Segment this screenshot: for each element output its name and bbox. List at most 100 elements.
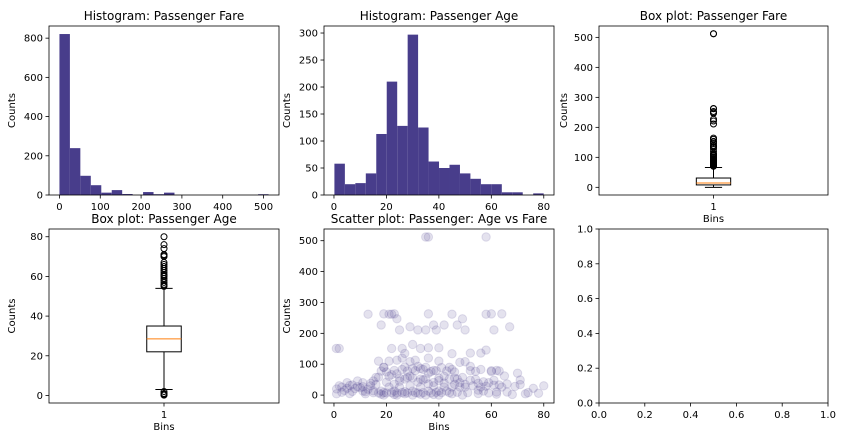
- x-tick-label: 0.6: [728, 410, 744, 421]
- scatter-point: [418, 364, 428, 375]
- scatter-point: [439, 320, 449, 330]
- scatter-point: [457, 390, 468, 400]
- y-tick-label: 500: [574, 33, 593, 44]
- scatter-point: [392, 314, 402, 324]
- scatter-point: [413, 325, 423, 335]
- scatter-point: [423, 343, 434, 353]
- panel-empty-axes: 0.0 0.2 0.4 0.6 0.8 1.0 0.0 0.2 0.4 0.6 0.8 1.0: [577, 225, 836, 422]
- scatter-point: [392, 390, 402, 400]
- scatter-point: [452, 374, 462, 384]
- scatter-point: [423, 368, 434, 378]
- scatter-point: [481, 232, 491, 242]
- scatter-point: [365, 381, 376, 391]
- scatter-point: [384, 371, 394, 381]
- histogram-bar: [512, 192, 523, 195]
- chart-title: Box plot: Passenger Fare: [640, 9, 787, 23]
- scatter-point: [415, 374, 426, 384]
- scatter-point: [423, 309, 434, 319]
- scatter-point: [392, 369, 402, 379]
- scatter-point: [405, 381, 415, 391]
- x-tick-label: 300: [172, 202, 191, 213]
- histogram-bar: [143, 192, 154, 195]
- scatter-point: [360, 389, 371, 399]
- scatter-point: [491, 389, 502, 399]
- scatter-point: [486, 366, 497, 377]
- scatter-point: [423, 232, 434, 242]
- y-tick-label: 40: [30, 312, 43, 323]
- scatter-point: [358, 386, 368, 396]
- scatter-point: [442, 386, 452, 396]
- outlier-point: [160, 241, 168, 249]
- x-tick-label: 0: [331, 410, 337, 421]
- scatter-point: [402, 388, 413, 398]
- y-tick-label: 400: [574, 63, 593, 74]
- y-tick-label: 60: [30, 272, 43, 283]
- chart-title: Box plot: Passenger Age: [91, 212, 236, 226]
- x-tick-label: 0.0: [591, 410, 607, 421]
- scatter-point: [363, 309, 373, 319]
- scatter-point: [510, 381, 520, 392]
- outlier-point: [160, 262, 168, 270]
- histogram-bar: [418, 127, 429, 195]
- y-axis-label: Counts: [7, 93, 18, 128]
- scatter-point: [428, 381, 439, 391]
- scatter-point: [439, 378, 449, 388]
- scatter-point: [410, 387, 420, 398]
- scatter-point: [347, 380, 358, 390]
- outlier-point: [160, 245, 168, 253]
- scatter-point: [376, 320, 386, 330]
- scatter-point: [434, 386, 444, 396]
- scatter-point: [376, 389, 386, 399]
- y-axis-label: Counts: [7, 299, 18, 334]
- scatter-point: [497, 382, 507, 392]
- scatter-point: [439, 371, 449, 381]
- histogram-bar: [397, 125, 408, 195]
- histogram-bar: [111, 190, 123, 195]
- outlier-point: [710, 104, 717, 112]
- y-tick-label: 80: [30, 232, 43, 243]
- scatter-point: [486, 309, 497, 319]
- y-tick-label: 0.4: [577, 329, 593, 340]
- scatter-point: [368, 387, 379, 398]
- y-tick-label: 300: [299, 298, 318, 309]
- axes-frame: [48, 25, 280, 196]
- scatter-point: [439, 382, 449, 392]
- scatter-point: [389, 389, 399, 400]
- scatter-point: [502, 387, 512, 397]
- histogram-bar: [344, 184, 356, 195]
- scatter-point: [489, 325, 499, 335]
- scatter-point: [426, 388, 436, 398]
- scatter-point: [421, 362, 431, 373]
- y-tick-label: 0.0: [577, 399, 593, 410]
- panel-box-age: 0 20 40 60 80 1 Box plot: Passenger Age Bins Cou…: [7, 212, 280, 433]
- scatter-point: [345, 388, 355, 399]
- x-tick-label: 500: [254, 202, 273, 213]
- scatter-point: [415, 389, 426, 399]
- x-tick-label: 80: [537, 202, 550, 213]
- scatter-point: [457, 372, 468, 383]
- scatter-point: [407, 390, 418, 400]
- x-tick-label: 400: [213, 202, 232, 213]
- scatter-point: [347, 386, 358, 397]
- scatter-point: [415, 382, 426, 392]
- histogram-bar: [334, 163, 345, 195]
- scatter-point: [413, 377, 423, 387]
- scatter-point: [465, 361, 476, 372]
- y-tick-label: 0.6: [577, 294, 593, 305]
- scatter-point: [504, 322, 515, 332]
- y-axis-label: Counts: [282, 299, 293, 334]
- histogram-bar: [439, 168, 450, 195]
- x-axis-label: Bins: [153, 422, 174, 433]
- histogram-bar: [101, 192, 112, 195]
- y-tick-label: 300: [299, 29, 318, 40]
- y-tick-label: 0.8: [577, 259, 593, 270]
- scatter-point: [423, 353, 434, 363]
- histogram-bar: [533, 193, 544, 195]
- scatter-point: [449, 379, 460, 389]
- scatter-point: [397, 353, 407, 363]
- y-tick-label: 50: [305, 164, 318, 175]
- histogram-bar: [470, 178, 481, 195]
- y-tick-label: 200: [299, 83, 318, 94]
- scatter-point: [342, 383, 352, 394]
- scatter-point: [392, 388, 402, 398]
